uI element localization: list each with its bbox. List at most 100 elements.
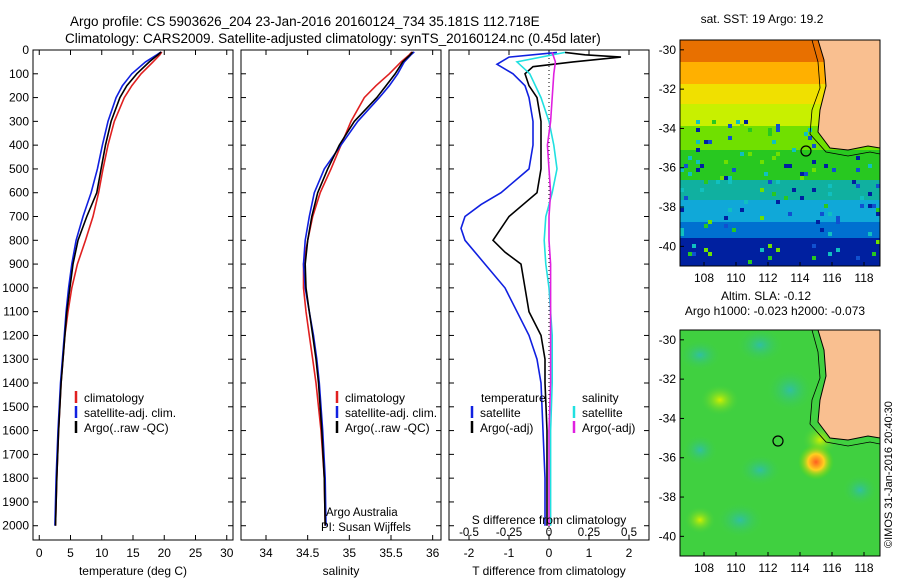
legend-label-climatology: climatology: [345, 391, 405, 405]
y-tick-label: 1000: [2, 281, 29, 295]
sst-pixel: [700, 164, 704, 168]
temperature-legend: climatology satellite-adj. clim. Argo(..…: [74, 391, 176, 435]
sst-pixel: [788, 164, 792, 168]
sst-map-frame: [679, 39, 881, 267]
sst-pixel: [704, 180, 708, 184]
sst-pixel: [828, 252, 832, 256]
map-y-tick-label: -40: [659, 529, 677, 543]
sst-pixel: [684, 164, 688, 168]
isobath-line: [809, 40, 880, 157]
x-tick-label: 0: [546, 546, 553, 560]
sst-pixel: [724, 176, 728, 180]
s-tick-label: 0: [546, 527, 552, 539]
map-y-tick-label: -32: [659, 372, 677, 386]
map-y-tick-label: -34: [659, 411, 677, 425]
map-x-tick-label: 112: [758, 271, 777, 285]
legend-title-temperature: temperature: [481, 391, 546, 405]
sst-pixel: [824, 156, 828, 160]
sst-pixel: [836, 216, 840, 220]
x-tick-label: 35: [343, 546, 357, 560]
sst-pixel: [728, 136, 732, 140]
sst-pixel: [740, 124, 744, 128]
sst-pixel: [828, 184, 832, 188]
sst-pixel: [760, 216, 764, 220]
map-x-tick-label: 116: [822, 561, 841, 575]
sst-pixel: [728, 180, 732, 184]
map-x-tick-label: 108: [694, 271, 714, 285]
sla-map-frame: [679, 329, 881, 557]
x-tick-label: 34.5: [296, 546, 320, 560]
sst-pixel: [696, 120, 700, 124]
sst-noise-layer: [680, 120, 880, 264]
sst-pixel: [860, 196, 864, 200]
map-y-tick-label: -34: [659, 121, 677, 135]
sst-pixel: [812, 168, 816, 172]
isobath-line: [809, 330, 880, 447]
y-tick-label: 400: [9, 138, 29, 152]
sst-pixel: [776, 152, 780, 156]
s-tick-label: 0.25: [578, 527, 600, 539]
series-line-satellite-adj-clim: [54, 51, 162, 526]
sst-pixel: [680, 208, 684, 212]
sst-pixel: [792, 148, 796, 152]
sst-pixel: [696, 140, 700, 144]
axes-layer: 0100200300400500600700800900100011001200…: [2, 43, 649, 578]
sst-pixel: [876, 184, 880, 188]
series-line-argo-raw-qc: [304, 51, 414, 526]
sst-pixel: [704, 140, 708, 144]
sst-pixel: [772, 156, 776, 160]
sla-map: Altim. SLA: -0.12 Argo h1000: -0.023 h20…: [679, 289, 881, 557]
sst-pixel: [828, 192, 832, 196]
sst-pixel: [768, 244, 772, 248]
sst-pixel: [844, 240, 848, 244]
map-x-tick-label: 118: [854, 271, 873, 285]
map-y-tick-label: -38: [659, 490, 677, 504]
legend-label-argo: Argo(..raw -QC): [84, 421, 169, 435]
sst-pixel: [872, 204, 876, 208]
sst-pixel: [812, 188, 816, 192]
y-tick-label: 1600: [2, 424, 29, 438]
series-line-argo-adj: [491, 51, 622, 526]
sst-pixel: [724, 160, 728, 164]
legend-label-s-argo: Argo(-adj): [582, 421, 635, 435]
sst-pixel: [820, 228, 824, 232]
sst-pixel: [856, 156, 860, 160]
sst-pixel: [760, 160, 764, 164]
sst-pixel: [784, 164, 788, 168]
y-tick-label: 1900: [2, 495, 29, 509]
sst-pixel: [684, 196, 688, 200]
series-line-satellite: [460, 51, 558, 526]
sst-pixel: [728, 176, 732, 180]
sst-pixel: [704, 176, 708, 180]
s-tick-label: -0.25: [496, 527, 522, 539]
sst-pixel: [696, 148, 700, 152]
sst-pixel: [716, 180, 720, 184]
x-tick-label: 15: [126, 546, 140, 560]
x-axis-label: T difference from climatology: [472, 564, 626, 578]
series-line-satellite-adj-clim: [302, 51, 415, 526]
sst-pixel: [720, 176, 724, 180]
legend-label-t-satellite: satellite: [480, 406, 521, 420]
sst-pixel: [756, 144, 760, 148]
sst-pixel: [704, 224, 708, 228]
x-tick-label: 35.5: [379, 546, 403, 560]
sst-pixel: [764, 172, 768, 176]
x-tick-label: 0: [36, 546, 43, 560]
sst-pixel: [768, 180, 772, 184]
sla-map-title: Altim. SLA: -0.12: [721, 289, 811, 303]
x-tick-label: -2: [464, 546, 475, 560]
s-difference-label: S difference from climatology: [472, 513, 627, 527]
sst-pixel: [760, 248, 764, 252]
legend-label-satellite: satellite-adj. clim.: [345, 406, 437, 420]
map-y-tick-label: -30: [659, 43, 677, 57]
map-x-tick-label: 114: [790, 561, 809, 575]
y-tick-label: 1400: [2, 376, 29, 390]
sst-pixel: [824, 164, 828, 168]
sst-pixel: [692, 244, 696, 248]
x-tick-label: 1: [586, 546, 593, 560]
y-tick-label: 1200: [2, 328, 29, 342]
s-tick-label: 0.5: [621, 527, 637, 539]
sst-pixel: [868, 192, 872, 196]
sst-pixel: [868, 204, 872, 208]
difference-legend: temperature salinity satellite Argo(-adj…: [470, 391, 635, 527]
